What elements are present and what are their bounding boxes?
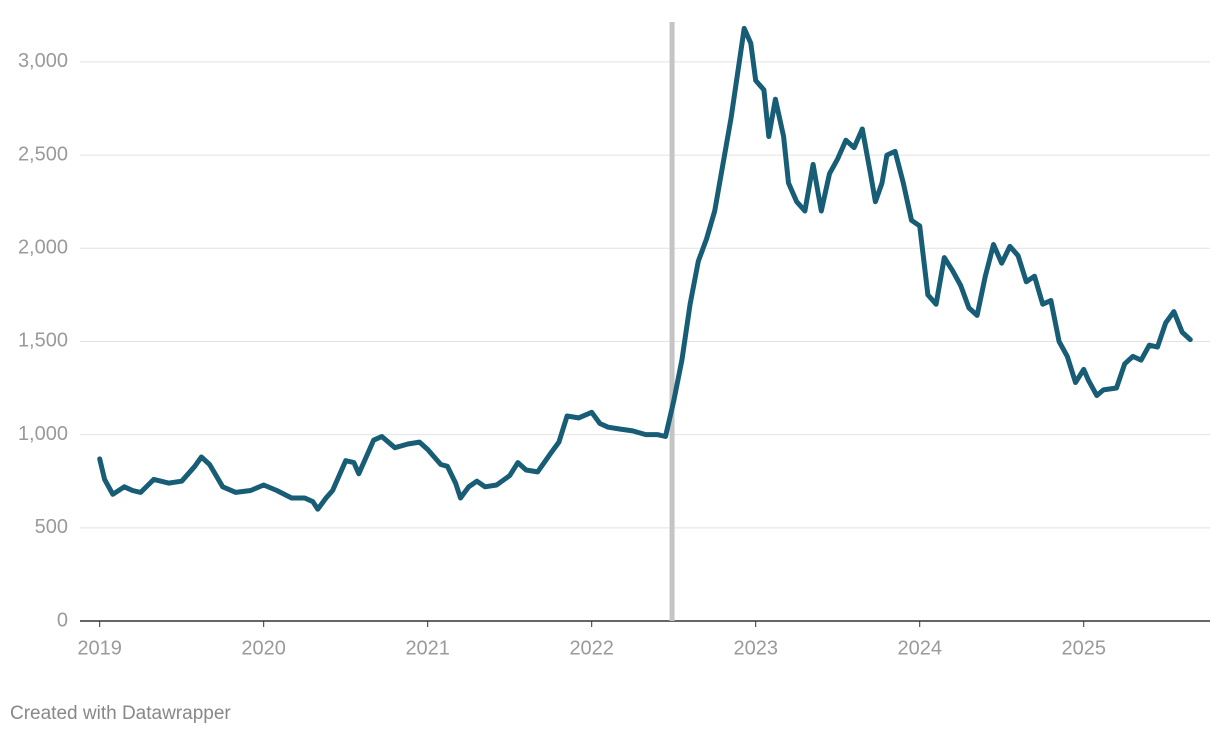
- y-tick-label: 500: [35, 516, 68, 538]
- x-tick-label: 2021: [405, 637, 450, 659]
- y-tick-label: 0: [57, 609, 68, 631]
- y-tick-label: 1,000: [18, 423, 68, 445]
- x-tick-label: 2024: [897, 637, 942, 659]
- y-tick-label: 2,500: [18, 143, 68, 165]
- line: [97, 25, 1193, 512]
- footer: Created with Datawrapper: [10, 703, 231, 724]
- y-tick-label: 2,000: [18, 237, 68, 259]
- x-tick-label: 2023: [733, 637, 778, 659]
- x-tick-label: 2019: [77, 637, 122, 659]
- y-tick-label: 3,000: [18, 50, 68, 72]
- y-tick-label: 1,500: [18, 330, 68, 352]
- x-tick-label: 2020: [241, 637, 286, 659]
- x-tick-label: 2022: [569, 637, 614, 659]
- x-tick-label: 2025: [1061, 637, 1106, 659]
